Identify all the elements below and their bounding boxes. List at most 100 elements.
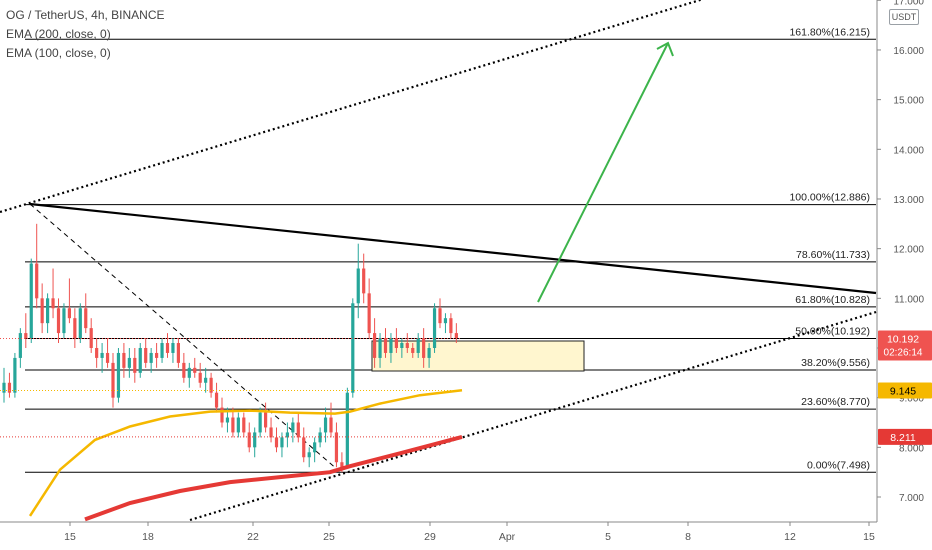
candle-body <box>204 377 208 383</box>
time-axis-bg <box>0 522 932 550</box>
candle-body <box>67 308 71 319</box>
price-marker-label: 9.145 <box>890 385 916 397</box>
candle-body <box>182 362 186 378</box>
candle-body <box>133 357 137 373</box>
candle-body <box>291 422 295 433</box>
time-tick-label: 15 <box>64 531 76 543</box>
upper-channel-line <box>0 0 704 214</box>
price-marker-badge <box>878 382 932 399</box>
candle-body <box>247 432 251 448</box>
candle-body <box>18 333 22 358</box>
candle-body <box>274 437 279 448</box>
candle-body <box>198 372 202 383</box>
candle-body <box>323 417 328 433</box>
candle-body <box>73 318 77 339</box>
candle-body <box>438 308 442 324</box>
candle-body <box>411 347 415 353</box>
candle-body <box>258 412 262 433</box>
candle-body <box>400 343 404 348</box>
candle-body <box>422 338 426 358</box>
candle-body <box>13 357 17 393</box>
time-tick-label: 25 <box>323 531 335 543</box>
projection-arrow <box>537 42 669 303</box>
candle-body <box>334 432 339 463</box>
candle-body <box>427 347 431 358</box>
candle-body <box>318 432 322 443</box>
candle-body <box>56 308 61 334</box>
candle-body <box>362 268 366 294</box>
candle-body <box>138 347 142 373</box>
projection-arrowhead <box>656 41 674 57</box>
candle-body <box>165 343 170 353</box>
fib-level-label: 61.80%(10.828) <box>795 294 870 306</box>
candle-body <box>449 318 453 334</box>
time-tick-label: Apr <box>499 531 516 543</box>
ema-lines <box>28 388 463 522</box>
time-tick-label: 18 <box>142 531 154 543</box>
candle-body <box>454 333 458 339</box>
price-tick-label: 12.000 <box>893 245 924 256</box>
currency-badge[interactable]: USDT <box>889 9 919 25</box>
candle-body <box>127 357 131 368</box>
candle-body <box>193 367 197 373</box>
candle-body <box>405 343 409 348</box>
candle-body <box>89 328 93 348</box>
candle-body <box>340 462 344 468</box>
price-tick-label: 9.000 <box>899 394 924 405</box>
candle-body <box>40 298 44 324</box>
candle-body <box>111 362 115 398</box>
ema200-line <box>28 388 463 517</box>
price-marker-badge <box>878 428 932 445</box>
candle-body <box>264 412 268 428</box>
ema100-line <box>84 434 463 522</box>
candle-body <box>95 347 99 358</box>
candle-body <box>394 338 398 348</box>
price-marker-label: 10.192 <box>887 333 919 345</box>
candle-body <box>155 352 159 358</box>
candle-body <box>383 338 388 353</box>
candles <box>2 223 458 473</box>
fib-level-label: 23.60%(8.770) <box>801 396 870 408</box>
candle-body <box>373 333 377 358</box>
candle-body <box>269 427 273 438</box>
candle-body <box>209 377 213 393</box>
candle-body <box>160 343 164 358</box>
chart-legend: OG / TetherUS, 4h, BINANCE EMA (200, clo… <box>6 6 165 63</box>
price-tick-label: 13.000 <box>893 195 924 206</box>
candle-body <box>416 338 420 353</box>
price-axis-bg <box>877 0 932 550</box>
candle-body <box>280 437 284 448</box>
symbol-title: OG / TetherUS, 4h, BINANCE <box>6 8 165 22</box>
candle-body <box>313 442 317 453</box>
price-tick-label: 8.000 <box>899 443 924 454</box>
support-zone <box>371 340 585 372</box>
candle-body <box>378 338 382 358</box>
candle-body <box>432 308 437 348</box>
candle-body <box>100 352 104 358</box>
fib-level-label: 50.00%(10.192) <box>795 325 870 337</box>
countdown-label: 02:26:14 <box>884 347 923 358</box>
candle-body <box>367 293 371 334</box>
price-tick-label: 11.000 <box>894 294 924 305</box>
price-marker-label: 8.211 <box>890 432 916 444</box>
time-tick-label: 8 <box>685 531 691 543</box>
candle-body <box>220 407 224 423</box>
time-tick-label: 22 <box>247 531 259 543</box>
candle-body <box>329 417 333 433</box>
fib-level-label: 78.60%(11.733) <box>796 249 870 261</box>
candle-body <box>171 343 175 353</box>
candle-body <box>84 308 88 329</box>
candle-body <box>46 298 50 324</box>
ema200-label: EMA (200, close, 0) <box>6 27 111 41</box>
candle-body <box>7 382 12 393</box>
candle-body <box>105 352 110 363</box>
fib-level-label: 100.00%(12.886) <box>789 192 870 204</box>
candle-body <box>24 333 28 339</box>
candle-body <box>356 268 360 304</box>
candle-body <box>296 422 300 438</box>
price-tick-label: 7.000 <box>899 493 924 504</box>
descending-trendline <box>29 202 877 295</box>
candle-body <box>345 392 349 468</box>
fib-level-label: 161.80%(16.215) <box>789 26 870 38</box>
